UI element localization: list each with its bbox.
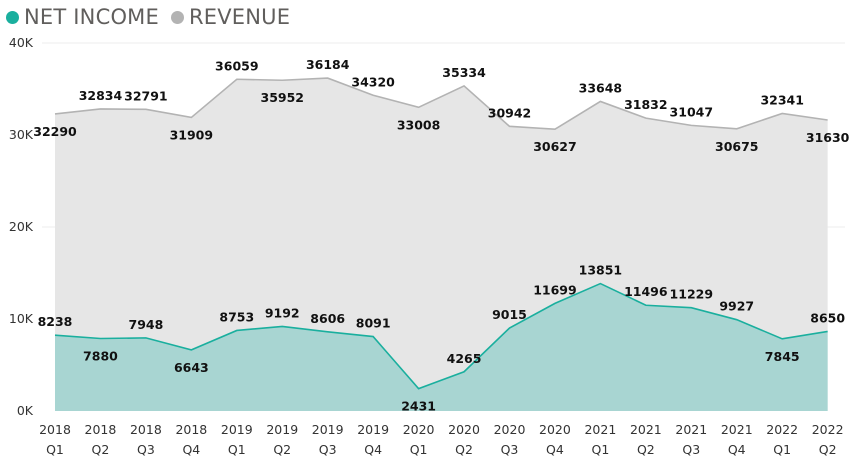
data-label-revenue-6: 36184: [306, 57, 350, 72]
y-tick-10K: 10K: [9, 311, 34, 326]
line-revenue: [54, 77, 828, 131]
x-tick-year-5: 2019: [266, 422, 298, 437]
legend-dot-net-income: [6, 10, 19, 24]
series-areas: [54, 77, 828, 411]
x-tick-year-14: 2021: [675, 422, 707, 437]
data-label-revenue-17: 31630: [806, 130, 850, 145]
x-tick-quarter-7: Q4: [364, 442, 382, 457]
x-tick-quarter-4: Q1: [228, 442, 246, 457]
x-tick-quarter-5: Q2: [273, 442, 291, 457]
x-tick-quarter-1: Q2: [92, 442, 110, 457]
data-label-net-income-14: 11229: [670, 287, 714, 302]
x-tick-year-10: 2020: [494, 422, 526, 437]
x-tick-quarter-12: Q1: [592, 442, 610, 457]
x-tick-year-13: 2021: [630, 422, 662, 437]
x-tick-quarter-3: Q4: [182, 442, 200, 457]
data-label-revenue-10: 30942: [488, 105, 532, 120]
data-label-net-income-0: 8238: [38, 314, 73, 329]
y-tick-20K: 20K: [9, 219, 34, 234]
y-axis: 0K 10K 20K 30K 40K: [9, 35, 34, 418]
x-tick-year-15: 2021: [721, 422, 753, 437]
area-net-income: [55, 283, 828, 411]
data-label-revenue-8: 33008: [397, 117, 441, 132]
x-tick-year-3: 2018: [175, 422, 207, 437]
x-tick-quarter-8: Q1: [410, 442, 428, 457]
data-labels: 32290 32834 32791 31909 36059 35952 3618434320…: [33, 57, 849, 414]
chart-legend: NET INCOME REVENUE: [6, 4, 302, 30]
x-axis: 2018 Q1 2018 Q2 2018 Q3 2018 Q4 2019 Q1 2019 Q2 2019…: [39, 422, 843, 457]
data-label-net-income-4: 8753: [219, 309, 254, 324]
data-label-net-income-9: 4265: [447, 351, 482, 366]
data-label-revenue-2: 32791: [124, 88, 168, 103]
data-label-net-income-10: 9015: [492, 307, 527, 322]
x-tick-year-12: 2021: [584, 422, 616, 437]
x-tick-quarter-0: Q1: [46, 442, 64, 457]
legend-dot-revenue: [170, 10, 184, 24]
data-label-revenue-13: 31832: [624, 97, 668, 112]
x-tick-year-2: 2018: [130, 422, 162, 437]
x-tick-quarter-16: Q1: [773, 442, 791, 457]
line-net-income: [54, 282, 828, 390]
x-tick-quarter-13: Q2: [637, 442, 655, 457]
legend-item-net-income[interactable]: NET INCOME: [6, 5, 159, 29]
data-label-revenue-7: 34320: [351, 74, 395, 89]
data-label-net-income-12: 13851: [579, 263, 623, 278]
data-label-net-income-16: 7845: [765, 349, 800, 364]
x-tick-quarter-10: Q3: [501, 442, 519, 457]
data-label-revenue-5: 35952: [261, 90, 305, 105]
x-tick-year-6: 2019: [312, 422, 344, 437]
data-label-net-income-3: 6643: [174, 360, 209, 375]
x-tick-year-0: 2018: [39, 422, 71, 437]
x-tick-year-9: 2020: [448, 422, 480, 437]
data-label-net-income-1: 7880: [83, 349, 118, 364]
data-label-net-income-8: 2431: [401, 399, 436, 414]
x-tick-year-1: 2018: [85, 422, 117, 437]
y-tick-30K: 30K: [9, 127, 34, 142]
y-tick-0K: 0K: [17, 403, 34, 418]
data-label-net-income-7: 8091: [356, 316, 391, 331]
data-label-revenue-12: 33648: [579, 80, 623, 95]
data-label-revenue-9: 35334: [442, 65, 486, 80]
x-tick-quarter-9: Q2: [455, 442, 473, 457]
x-tick-quarter-14: Q3: [682, 442, 700, 457]
x-tick-year-8: 2020: [403, 422, 435, 437]
data-label-net-income-6: 8606: [310, 311, 345, 326]
x-tick-year-16: 2022: [766, 422, 798, 437]
legend-label-revenue: REVENUE: [188, 5, 291, 29]
data-label-revenue-15: 30675: [715, 139, 759, 154]
x-tick-quarter-15: Q4: [728, 442, 746, 457]
data-label-revenue-0: 32290: [33, 124, 77, 139]
data-label-net-income-15: 9927: [719, 299, 754, 314]
data-label-revenue-1: 32834: [79, 88, 123, 103]
data-label-net-income-11: 11699: [533, 282, 577, 297]
data-label-revenue-16: 32341: [760, 92, 804, 107]
x-tick-year-17: 2022: [812, 422, 844, 437]
x-tick-quarter-17: Q2: [819, 442, 837, 457]
data-label-net-income-17: 8650: [810, 310, 845, 325]
x-tick-year-11: 2020: [539, 422, 571, 437]
x-tick-year-4: 2019: [221, 422, 253, 437]
data-label-net-income-13: 11496: [624, 284, 668, 299]
data-label-revenue-11: 30627: [533, 139, 577, 154]
y-tick-40K: 40K: [9, 35, 34, 50]
legend-label-net-income: NET INCOME: [24, 5, 159, 29]
data-label-net-income-2: 7948: [129, 317, 164, 332]
data-label-revenue-4: 36059: [215, 58, 259, 73]
data-label-net-income-5: 9192: [265, 305, 300, 320]
data-label-revenue-14: 31047: [670, 104, 714, 119]
x-tick-quarter-2: Q3: [137, 442, 155, 457]
legend-item-revenue[interactable]: REVENUE: [170, 5, 291, 29]
x-tick-quarter-6: Q3: [319, 442, 337, 457]
x-tick-quarter-11: Q4: [546, 442, 564, 457]
x-tick-year-7: 2019: [357, 422, 389, 437]
data-label-revenue-3: 31909: [170, 127, 214, 142]
